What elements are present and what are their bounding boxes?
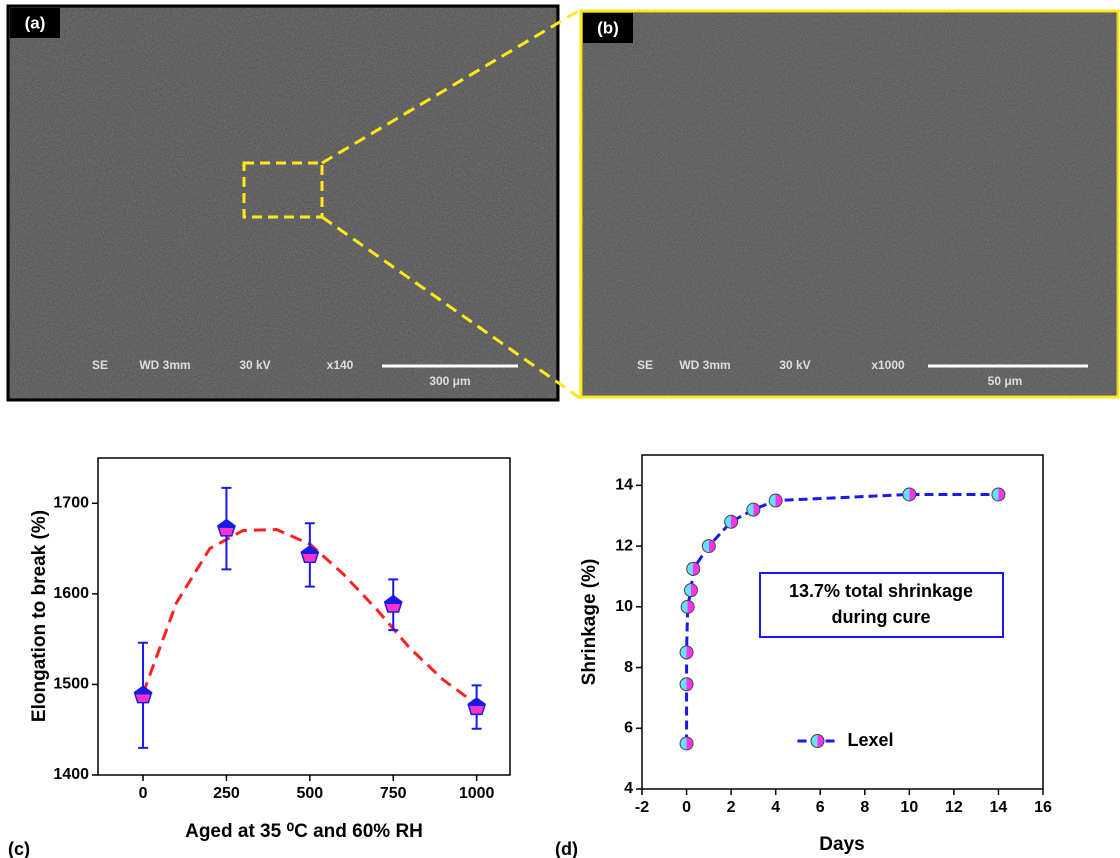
x-tick-label: -2 bbox=[635, 799, 649, 816]
sem-info: SE bbox=[637, 358, 653, 372]
sem-info: WD 3mm bbox=[139, 358, 190, 372]
scale-bar-label: 50 μm bbox=[988, 374, 1023, 388]
marker bbox=[768, 493, 783, 508]
marker bbox=[701, 539, 716, 554]
x-tick-label: 250 bbox=[213, 785, 240, 802]
panel-label: (a) bbox=[25, 13, 46, 32]
marker bbox=[680, 599, 695, 614]
marker bbox=[991, 487, 1006, 502]
y-tick-label: 10 bbox=[615, 598, 633, 615]
zoom-line bbox=[321, 8, 581, 165]
marker bbox=[902, 487, 917, 502]
y-tick-label: 1600 bbox=[53, 585, 89, 602]
y-tick-label: 4 bbox=[624, 780, 633, 797]
y-tick-label: 1700 bbox=[53, 495, 89, 512]
y-tick-label: 8 bbox=[624, 659, 633, 676]
marker bbox=[746, 502, 761, 517]
y-tick-label: 6 bbox=[624, 719, 633, 736]
y-tick-label: 1500 bbox=[53, 676, 89, 693]
x-axis-title: Days bbox=[819, 834, 864, 855]
y-axis-title: Shrinkage (%) bbox=[579, 559, 600, 686]
marker bbox=[133, 685, 153, 704]
marker bbox=[679, 736, 694, 751]
x-tick-label: 4 bbox=[771, 799, 780, 816]
scale-bar-label: 300 μm bbox=[429, 374, 470, 388]
marker bbox=[216, 518, 236, 537]
x-axis-title: Aged at 35 ⁰C and 60% RH bbox=[185, 821, 423, 842]
marker bbox=[467, 697, 487, 716]
x-tick-label: 14 bbox=[990, 799, 1008, 816]
marker bbox=[383, 594, 403, 613]
x-tick-label: 1000 bbox=[459, 785, 495, 802]
x-tick-label: 0 bbox=[139, 785, 148, 802]
marker bbox=[686, 561, 701, 576]
x-tick-label: 500 bbox=[296, 785, 323, 802]
legend-label: Lexel bbox=[848, 730, 894, 750]
panel-label: (d) bbox=[555, 839, 578, 858]
panel-label: (c) bbox=[8, 839, 30, 858]
plot-frame bbox=[641, 454, 1044, 790]
marker bbox=[684, 583, 699, 598]
x-tick-label: 16 bbox=[1034, 799, 1052, 816]
sem-info: 30 kV bbox=[779, 358, 810, 372]
annotation: 13.7% total shrinkage bbox=[789, 581, 973, 601]
panel-label: (b) bbox=[597, 18, 619, 37]
sem-info: SE bbox=[92, 358, 108, 372]
annotation: during cure bbox=[831, 607, 930, 627]
y-tick-label: 1400 bbox=[53, 766, 89, 783]
sem-image-a: (a) SE WD 3mm 30 kV x140 300 μm bbox=[6, 4, 560, 402]
x-tick-label: 750 bbox=[380, 785, 407, 802]
x-tick-label: 6 bbox=[816, 799, 825, 816]
sem-image-b: (b) SE WD 3mm 30 kV x1000 50 μm bbox=[579, 9, 1120, 399]
annotation-box bbox=[759, 572, 1004, 638]
y-tick-label: 14 bbox=[615, 477, 633, 494]
x-tick-label: 10 bbox=[900, 799, 918, 816]
legend-marker bbox=[810, 734, 825, 748]
x-tick-label: 2 bbox=[727, 799, 736, 816]
y-tick-label: 12 bbox=[615, 537, 633, 554]
x-tick-label: 12 bbox=[945, 799, 963, 816]
marker bbox=[679, 677, 694, 692]
sem-info: 30 kV bbox=[239, 358, 270, 372]
sem-info: x140 bbox=[327, 358, 354, 372]
plot-frame bbox=[97, 457, 511, 776]
marker bbox=[679, 645, 694, 660]
marker bbox=[724, 514, 739, 529]
sem-info: x1000 bbox=[871, 358, 905, 372]
zoom-line bbox=[321, 215, 581, 400]
x-tick-label: 8 bbox=[860, 799, 869, 816]
sem-info: WD 3mm bbox=[679, 358, 730, 372]
y-axis-title: Elongation to break (%) bbox=[29, 510, 50, 722]
x-tick-label: 0 bbox=[682, 799, 691, 816]
marker bbox=[300, 544, 320, 563]
